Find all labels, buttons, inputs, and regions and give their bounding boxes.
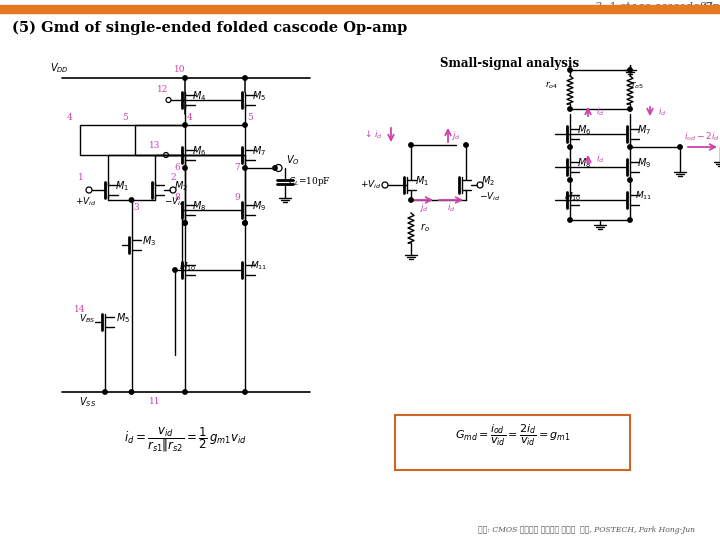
Text: $M_4$: $M_4$ (192, 89, 206, 103)
Text: $M_{10}$: $M_{10}$ (179, 261, 197, 273)
Text: Small-signal analysis: Small-signal analysis (441, 57, 580, 71)
Circle shape (409, 143, 413, 147)
Text: 3. 1-stage cascode Op-amp: 3. 1-stage cascode Op-amp (595, 2, 720, 12)
Circle shape (243, 76, 247, 80)
Text: $M_3$: $M_3$ (143, 234, 156, 248)
Text: 1: 1 (78, 172, 84, 181)
Text: $V_{DD}$: $V_{DD}$ (50, 61, 69, 75)
Text: $-V_{id}$: $-V_{id}$ (164, 195, 186, 208)
Circle shape (243, 166, 247, 170)
Text: $+V_{id}$: $+V_{id}$ (360, 179, 382, 191)
Text: $M_5$: $M_5$ (116, 311, 130, 325)
Text: $M_{10}$: $M_{10}$ (564, 191, 582, 203)
Circle shape (183, 221, 187, 225)
Circle shape (183, 166, 187, 170)
Text: $M_7$: $M_7$ (252, 144, 266, 158)
Text: 2: 2 (170, 172, 176, 181)
Circle shape (568, 107, 572, 111)
Text: $M_8$: $M_8$ (577, 156, 591, 170)
Text: $-V_{id}$: $-V_{id}$ (480, 191, 501, 203)
Text: 10: 10 (174, 65, 186, 75)
Text: 9: 9 (234, 193, 240, 202)
Circle shape (628, 145, 632, 149)
Text: $\downarrow i_d$: $\downarrow i_d$ (363, 129, 383, 141)
Text: $M_1$: $M_1$ (115, 179, 129, 193)
Text: $C_L$=10pF: $C_L$=10pF (287, 176, 330, 188)
Text: $i_{od}-2i_d$: $i_{od}-2i_d$ (684, 131, 720, 143)
Text: 8: 8 (174, 193, 180, 202)
Text: $M_7$: $M_7$ (637, 123, 651, 137)
Text: 참조: CMOS 아날로그 집적회로 설계론  저자, POSTECH, Park Hong-Jun: 참조: CMOS 아날로그 집적회로 설계론 저자, POSTECH, Park… (478, 526, 695, 534)
Circle shape (273, 166, 277, 170)
Circle shape (568, 145, 572, 149)
Text: $i_d$: $i_d$ (446, 202, 455, 214)
Text: $M_{11}$: $M_{11}$ (635, 190, 652, 202)
Circle shape (243, 123, 247, 127)
Text: $M_2$: $M_2$ (174, 179, 188, 193)
Circle shape (628, 218, 632, 222)
Circle shape (130, 198, 134, 202)
Text: $r_o$: $r_o$ (420, 221, 430, 234)
Circle shape (103, 390, 107, 394)
Text: $j_d$: $j_d$ (451, 129, 461, 141)
Text: $M_9$: $M_9$ (637, 156, 651, 170)
Text: 11: 11 (149, 397, 161, 407)
Text: $M_5$: $M_5$ (252, 89, 266, 103)
Text: $M_6$: $M_6$ (192, 144, 206, 158)
Text: 14: 14 (74, 305, 86, 314)
Text: $j_d$: $j_d$ (419, 201, 429, 214)
Text: 6: 6 (174, 164, 180, 172)
Text: $M_1$: $M_1$ (415, 174, 429, 188)
Circle shape (568, 178, 572, 182)
Circle shape (173, 268, 177, 272)
Text: $M_8$: $M_8$ (192, 199, 206, 213)
Text: $M_6$: $M_6$ (577, 123, 591, 137)
Circle shape (183, 221, 187, 225)
Circle shape (243, 390, 247, 394)
Text: $V_O$: $V_O$ (286, 153, 300, 167)
Circle shape (628, 178, 632, 182)
Text: $i_d$: $i_d$ (595, 106, 604, 118)
Text: $M_9$: $M_9$ (252, 199, 266, 213)
Circle shape (183, 390, 187, 394)
Text: $M_{11}$: $M_{11}$ (251, 260, 268, 272)
Text: $i_d = \dfrac{v_{id}}{r_{s1} \| r_{s2}} = \dfrac{1}{2}\,g_{m1}v_{id}$: $i_d = \dfrac{v_{id}}{r_{s1} \| r_{s2}} … (124, 426, 246, 454)
Text: $V_{SS}$: $V_{SS}$ (79, 395, 96, 409)
Text: 4: 4 (67, 112, 73, 122)
Text: 97: 97 (699, 2, 713, 12)
Text: $+V_{id}$: $+V_{id}$ (75, 195, 96, 208)
Bar (0, 5, 720, 13)
Text: 4: 4 (187, 112, 193, 122)
Text: $i_d$: $i_d$ (595, 153, 604, 165)
Text: $M_2$: $M_2$ (481, 174, 495, 188)
Text: 13: 13 (149, 141, 161, 151)
Bar (395, 415, 630, 470)
Circle shape (678, 145, 683, 149)
Circle shape (183, 123, 187, 127)
Text: (5) Gmd of single-ended folded cascode Op-amp: (5) Gmd of single-ended folded cascode O… (12, 21, 408, 35)
Text: $i_d$: $i_d$ (657, 106, 666, 118)
Circle shape (568, 68, 572, 72)
Circle shape (409, 198, 413, 202)
Circle shape (628, 68, 632, 72)
Text: $r_{o4}$: $r_{o4}$ (546, 79, 559, 91)
Circle shape (464, 143, 468, 147)
Circle shape (568, 218, 572, 222)
Text: $r_{o5}$: $r_{o5}$ (631, 79, 644, 91)
Text: 5: 5 (122, 112, 128, 122)
Circle shape (628, 107, 632, 111)
Text: $G_{md} = \dfrac{i_{od}}{v_{id}} = \dfrac{2i_d}{v_{id}} = g_{m1}$: $G_{md} = \dfrac{i_{od}}{v_{id}} = \dfra… (455, 422, 571, 448)
Text: 12: 12 (157, 85, 168, 94)
Text: 5: 5 (247, 112, 253, 122)
Circle shape (243, 221, 247, 225)
Text: $V_{BS}$: $V_{BS}$ (78, 313, 95, 325)
Circle shape (183, 76, 187, 80)
Text: 7: 7 (234, 164, 240, 172)
Text: 3: 3 (134, 204, 139, 213)
Circle shape (130, 390, 134, 394)
Circle shape (243, 221, 247, 225)
